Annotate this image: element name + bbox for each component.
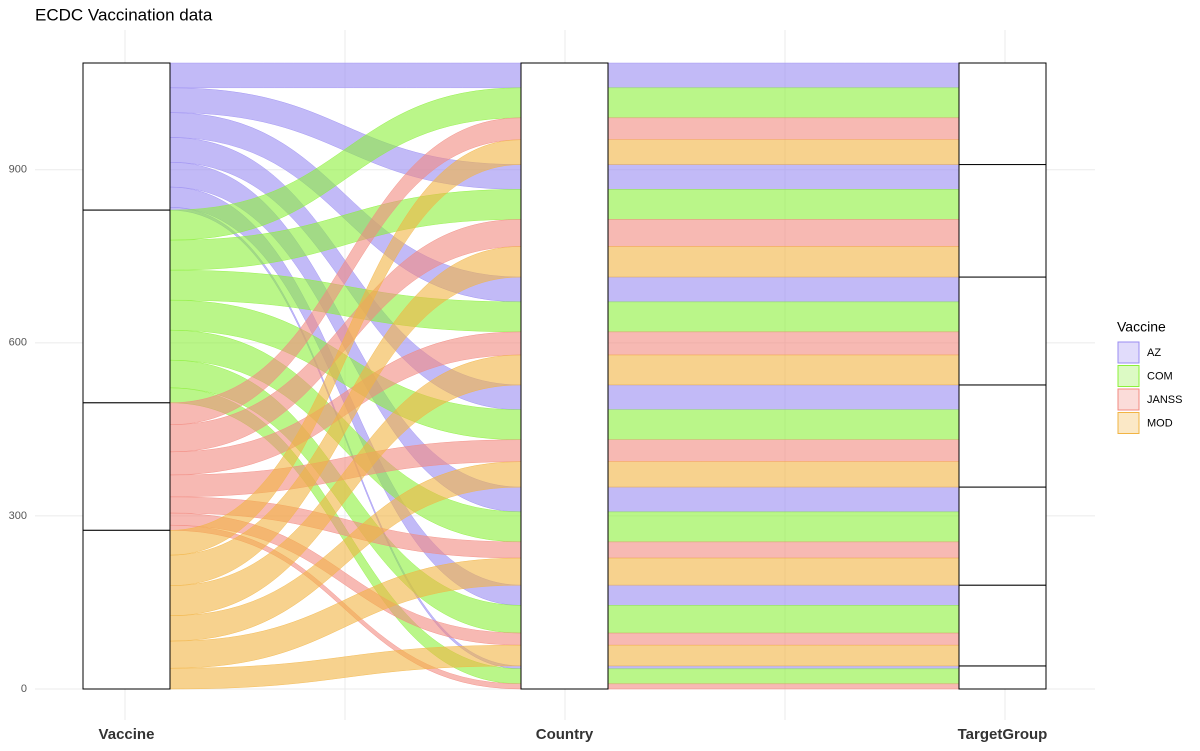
legend-key [1117, 388, 1140, 411]
flow [607, 246, 960, 278]
legend: Vaccine AZ COM JANSS MOD [1117, 319, 1182, 434]
y-tick-label: 600 [9, 337, 27, 349]
target-stratum [958, 665, 1047, 690]
legend-key [1117, 365, 1140, 387]
flow [607, 644, 960, 667]
flow [607, 668, 960, 685]
vaccine-stratum [82, 62, 171, 211]
legend-key [1117, 341, 1140, 364]
flow [607, 632, 960, 646]
legend-title: Vaccine [1117, 319, 1166, 335]
vaccine-stratum [82, 402, 171, 531]
target-stratum [958, 276, 1047, 386]
flow [607, 164, 960, 190]
flow [607, 665, 960, 670]
flow [607, 219, 960, 247]
flow [607, 439, 960, 462]
flow [607, 461, 960, 488]
flow [607, 384, 960, 411]
x-axis-label: TargetGroup [958, 726, 1048, 743]
target-stratum [958, 384, 1047, 488]
legend-key [1117, 412, 1140, 434]
vaccine-stratum [82, 529, 171, 690]
target-stratum [958, 62, 1047, 166]
chart-title: ECDC Vaccination data [35, 5, 213, 24]
flow [607, 87, 960, 119]
target-stratum [958, 164, 1047, 278]
flow [607, 117, 960, 140]
flow [607, 486, 960, 513]
flow [607, 557, 960, 586]
labels: 0 300 600 900 Vaccine Country TargetGroup [9, 164, 1048, 743]
flows [169, 62, 960, 690]
flow [607, 189, 960, 220]
flow [607, 301, 960, 333]
x-axis-label: Country [536, 726, 594, 743]
flow [607, 605, 960, 634]
flow [607, 541, 960, 559]
flow [607, 354, 960, 386]
y-tick-label: 300 [9, 510, 27, 522]
vaccine-stratum [82, 209, 171, 404]
target-stratum [958, 584, 1047, 667]
legend-label: AZ [1147, 347, 1161, 359]
flow [607, 584, 960, 606]
legend-label: MOD [1147, 417, 1173, 429]
target-stratum [958, 486, 1047, 586]
flow [607, 331, 960, 356]
flow [607, 62, 960, 89]
flow [169, 62, 522, 89]
flow [607, 683, 960, 690]
strata [82, 62, 1047, 690]
country-stratum [520, 62, 609, 690]
y-tick-label: 0 [21, 683, 27, 695]
legend-label: JANSS [1147, 394, 1182, 406]
flow [607, 511, 960, 543]
legend-label: COM [1147, 370, 1173, 382]
flow [607, 276, 960, 303]
x-axis-label: Vaccine [99, 726, 155, 743]
y-tick-label: 900 [9, 164, 27, 176]
flow [607, 409, 960, 441]
flow [607, 139, 960, 165]
